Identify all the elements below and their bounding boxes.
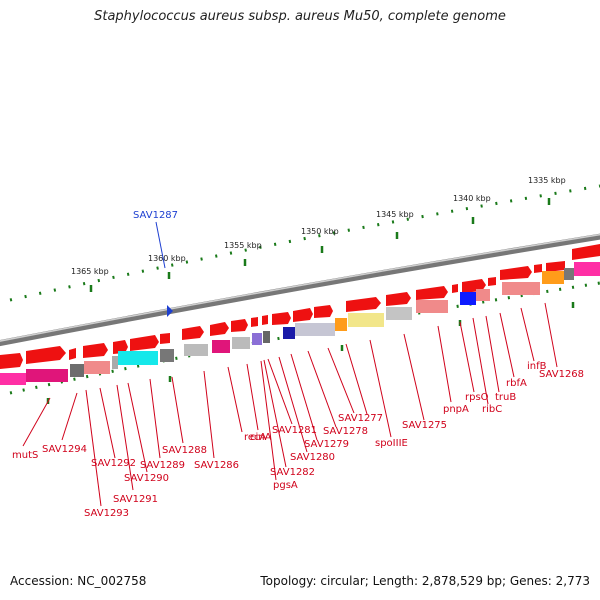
feature-box[interactable] — [348, 313, 384, 327]
gene-label[interactable]: SAV1288 — [162, 445, 207, 456]
gene-label[interactable]: SAV1275 — [402, 420, 447, 431]
feature-box[interactable] — [26, 369, 68, 382]
gene-feature[interactable] — [488, 277, 496, 286]
gene-feature[interactable] — [0, 353, 23, 369]
genome-backbone — [0, 233, 600, 347]
gene-feature[interactable] — [182, 326, 204, 340]
feature-box[interactable] — [232, 337, 250, 349]
gene-feature[interactable] — [272, 312, 291, 325]
feature-box[interactable] — [263, 331, 270, 343]
gene-label[interactable]: SAV1289 — [140, 460, 185, 471]
feature-box[interactable] — [184, 344, 208, 356]
gene-label[interactable]: mutS — [12, 450, 38, 461]
gene-label[interactable]: SAV1277 — [338, 413, 383, 424]
gene-feature[interactable] — [251, 317, 258, 327]
feature-box[interactable] — [386, 307, 412, 320]
gene-label[interactable]: rpsO — [465, 392, 489, 403]
gene-feature[interactable] — [83, 343, 108, 358]
label-leaders — [22, 302, 558, 507]
gene-label[interactable]: SAV1292 — [91, 458, 136, 469]
gene-label[interactable]: truB — [495, 392, 516, 403]
selected-gene-marker-icon[interactable] — [167, 305, 173, 317]
gene-feature[interactable] — [113, 340, 128, 354]
genome-summary-text: Topology: circular; Length: 2,878,529 bp… — [260, 574, 590, 588]
feature-box[interactable] — [574, 262, 600, 276]
scale-label: 1335 kbp — [528, 176, 566, 185]
feature-box[interactable] — [564, 268, 574, 280]
gene-label[interactable]: SAV1293 — [84, 508, 129, 519]
selected-gene-leader — [155, 221, 166, 269]
feature-box[interactable] — [295, 323, 335, 336]
gene-label[interactable]: SAV1282 — [270, 467, 315, 478]
scale-label: 1365 kbp — [71, 267, 109, 276]
feature-box[interactable] — [542, 271, 564, 284]
scale-label: 1360 kbp — [148, 254, 186, 263]
gene-label[interactable]: spoIIIE — [375, 438, 408, 449]
gene-feature[interactable] — [416, 286, 448, 300]
genome-backbone-highlight — [0, 233, 600, 342]
gene-label[interactable]: rbfA — [506, 378, 527, 389]
gene-label[interactable]: SAV1290 — [124, 473, 169, 484]
gene-label[interactable]: pnpA — [443, 404, 469, 415]
gene-label[interactable]: ribC — [482, 404, 502, 415]
gene-feature[interactable] — [231, 319, 248, 332]
scale-tick-row-inner — [9, 281, 600, 395]
gene-label[interactable]: SAV1281 — [272, 425, 317, 436]
gene-label[interactable]: SAV1278 — [323, 426, 368, 437]
feature-box[interactable] — [283, 327, 295, 339]
accession-text: Accession: NC_002758 — [10, 574, 147, 588]
gene-feature[interactable] — [534, 264, 542, 273]
feature-box[interactable] — [84, 361, 110, 374]
gene-feature[interactable] — [69, 348, 76, 360]
gene-feature[interactable] — [386, 292, 411, 306]
gene-feature[interactable] — [130, 335, 159, 351]
gene-label[interactable]: recA — [244, 432, 267, 443]
gene-feature[interactable] — [262, 315, 268, 325]
gene-feature[interactable] — [452, 284, 458, 293]
gene-feature[interactable] — [572, 244, 600, 260]
gene-label[interactable]: SAV1291 — [113, 494, 158, 505]
feature-box[interactable] — [476, 289, 490, 301]
gene-label[interactable]: SAV1279 — [304, 439, 349, 450]
gene-track-forward — [0, 244, 600, 369]
gene-label[interactable]: SAV1280 — [290, 452, 335, 463]
gene-feature[interactable] — [500, 266, 532, 280]
scale-label: 1350 kbp — [301, 227, 339, 236]
feature-box[interactable] — [0, 373, 26, 385]
feature-box[interactable] — [502, 282, 540, 295]
gene-feature[interactable] — [210, 322, 229, 336]
gene-feature[interactable] — [293, 308, 313, 322]
gene-feature[interactable] — [26, 346, 66, 364]
gene-feature[interactable] — [160, 333, 170, 344]
scale-label: 1345 kbp — [376, 210, 414, 219]
feature-box[interactable] — [335, 318, 347, 331]
feature-box[interactable] — [112, 356, 118, 369]
feature-box[interactable] — [252, 333, 262, 345]
feature-box[interactable] — [460, 292, 476, 305]
selected-gene-label[interactable]: SAV1287 — [133, 210, 178, 221]
feature-track — [0, 262, 600, 385]
gene-feature[interactable] — [546, 261, 565, 272]
genome-title: Staphylococcus aureus subsp. aureus Mu50… — [94, 9, 506, 24]
gene-label[interactable]: pgsA — [273, 480, 298, 491]
gene-label[interactable]: SAV1268 — [539, 369, 584, 380]
scale-label: 1355 kbp — [224, 241, 262, 250]
gene-label[interactable]: SAV1286 — [194, 460, 239, 471]
gene-label[interactable]: cinA — [250, 432, 272, 443]
gene-feature[interactable] — [314, 305, 333, 318]
feature-box[interactable] — [160, 349, 174, 362]
feature-box[interactable] — [70, 364, 84, 377]
gene-label[interactable]: SAV1294 — [42, 444, 87, 455]
scale-label: 1340 kbp — [453, 194, 491, 203]
feature-box[interactable] — [118, 351, 158, 365]
feature-box[interactable] — [212, 340, 230, 353]
gene-label[interactable]: infB — [527, 361, 547, 372]
gene-feature[interactable] — [346, 297, 381, 312]
feature-box[interactable] — [416, 300, 448, 313]
